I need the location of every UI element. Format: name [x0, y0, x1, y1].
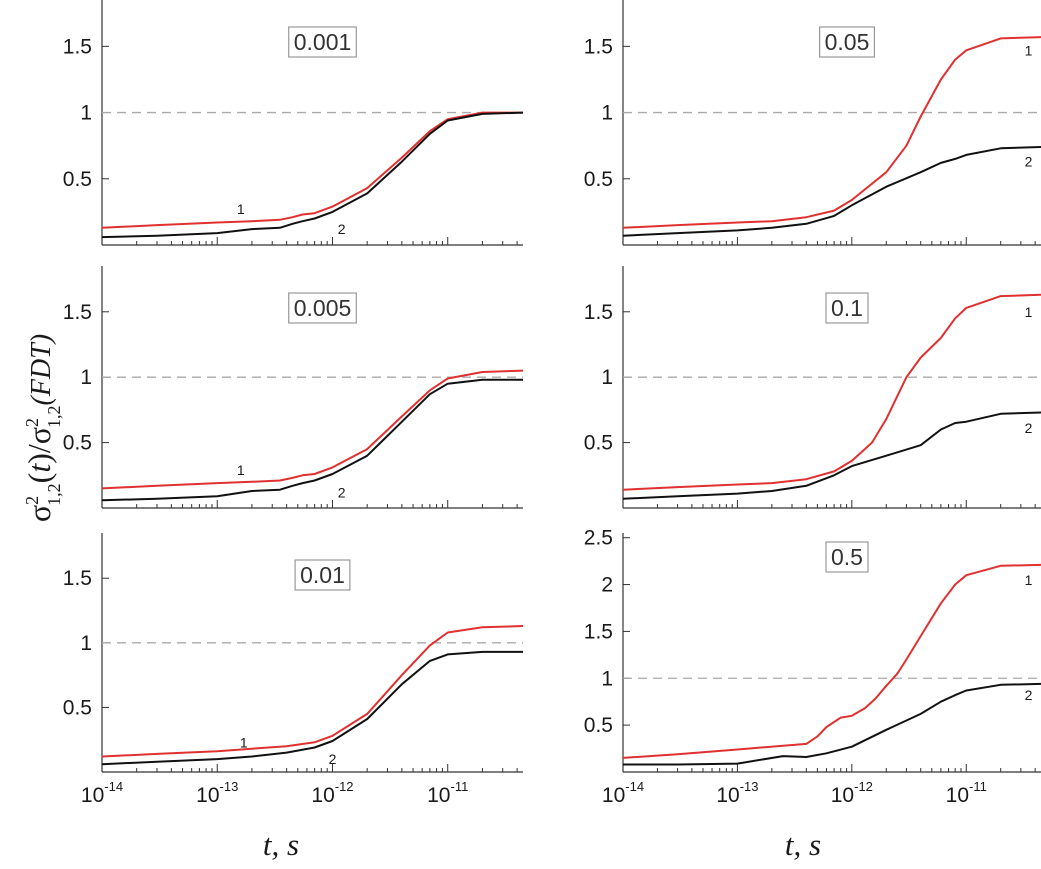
x-tick-label: 10-13	[716, 779, 758, 807]
curve-number-label: 2	[1025, 687, 1033, 703]
series-2-line	[101, 378, 523, 502]
panel-3: 0.5 1 1.5 10-14 10-13 10-12 10-11 1 2 0.01	[63, 533, 524, 807]
series-1-line	[101, 369, 524, 490]
parameter-value-label: 0.01	[300, 562, 345, 588]
curve-number-label: 2	[329, 751, 337, 767]
y-tick-label: 1	[601, 366, 613, 389]
x-tick-label: 10-14	[602, 779, 644, 807]
parameter-value-box	[294, 559, 351, 591]
curve-number-label: 1	[237, 201, 245, 217]
y-tick-label: 0.5	[63, 432, 92, 455]
x-tick-label: 10-12	[831, 779, 873, 807]
y-tick-label: 1.5	[584, 301, 613, 324]
y-tick-label: 1.5	[63, 35, 92, 58]
x-tick-label: 10-11	[427, 779, 468, 807]
curve-number-label: 1	[1025, 42, 1033, 58]
parameter-value-box	[288, 292, 357, 324]
series-1-line	[622, 293, 1041, 491]
y-tick-label: 1.5	[63, 301, 92, 324]
ylabel-fdt: (FDT)	[26, 334, 57, 406]
y-tick-label: 0.5	[584, 168, 613, 191]
curve-number-label: 2	[1025, 154, 1033, 170]
parameter-value-label: 0.001	[294, 29, 352, 55]
series-1-line	[101, 625, 524, 758]
panels-group: 0.5 1 1.5 1 2 0.001 0.5 1 1.5 1 2 0.005 0.5 1 1.5 10-14…	[63, 0, 1041, 807]
y-axis-title: σ2 1,2(t)/σ2 1,2(FDT)	[21, 334, 64, 522]
series-2-line	[622, 146, 1041, 237]
y-tick-label: 1	[601, 667, 613, 690]
ylabel-open: (	[21, 473, 57, 484]
curve-number-label: 1	[1025, 304, 1033, 320]
y-tick-label: 0.5	[584, 432, 613, 455]
parameter-value-box	[819, 26, 875, 58]
y-tick-label: 1.5	[63, 567, 92, 590]
y-tick-label: 2	[601, 574, 613, 597]
x-tick-label: 10-12	[311, 779, 353, 807]
panel-5: 0.5 1 1.5 1 2 0.1	[584, 266, 1041, 509]
y-tick-label: 1	[80, 102, 92, 125]
series-1-line	[101, 111, 523, 229]
x-axis-title-right: t, s	[785, 827, 821, 862]
parameter-value-box	[288, 26, 357, 58]
ylabel-sub2: 1,2	[44, 405, 64, 428]
x-tick-label: 10-14	[81, 779, 123, 807]
y-tick-label: 1	[80, 632, 92, 655]
panel-2: 0.5 1 1.5 1 2 0.005	[63, 266, 524, 509]
curve-number-label: 1	[240, 734, 248, 750]
ylabel-t: t	[21, 463, 57, 473]
ylabel-sigma2: σ	[21, 427, 57, 444]
curve-number-label: 1	[237, 462, 245, 478]
curve-number-label: 2	[1025, 420, 1033, 436]
parameter-value-label: 0.005	[294, 295, 352, 321]
series-1-line	[622, 36, 1041, 229]
ylabel-sup2: 2	[22, 418, 42, 427]
series-1-line	[622, 563, 1041, 759]
ylabel-sigma: σ	[21, 505, 57, 522]
parameter-value-box	[825, 292, 869, 324]
series-2-line	[101, 650, 523, 766]
series-2-line	[622, 411, 1041, 500]
ylabel-sup: 2	[22, 496, 42, 505]
y-tick-label: 1.5	[584, 35, 613, 58]
x-tick-label: 10-13	[196, 779, 238, 807]
parameter-value-label: 0.1	[831, 295, 863, 321]
ylabel-sub: 1,2	[44, 483, 64, 506]
y-tick-label: 2.5	[584, 527, 613, 550]
x-axis-title-left: t, s	[263, 827, 299, 862]
curve-number-label: 1	[1025, 572, 1033, 588]
curve-number-label: 2	[338, 221, 346, 237]
y-tick-label: 0.5	[584, 714, 613, 737]
series-2-line	[101, 111, 524, 239]
y-tick-label: 0.5	[63, 168, 92, 191]
parameter-value-label: 0.05	[825, 29, 870, 55]
parameter-value-box	[825, 541, 869, 573]
curve-number-label: 2	[338, 484, 346, 500]
y-tick-label: 1	[80, 366, 92, 389]
x-tick-label: 10-11	[946, 779, 987, 807]
ylabel-close: )/	[21, 444, 57, 464]
y-tick-label: 1	[601, 102, 613, 125]
y-tick-label: 0.5	[63, 696, 92, 719]
series-2-line	[623, 682, 1041, 766]
panel-6: 0.5 1 1.5 2 2.5 10-14 10-13 10-12 10-11 1 2 0.5	[584, 527, 1041, 807]
panel-4: 0.5 1 1.5 1 2 0.05	[584, 0, 1041, 246]
y-tick-label: 1.5	[584, 620, 613, 643]
panel-1: 0.5 1 1.5 1 2 0.001	[63, 0, 524, 246]
parameter-value-label: 0.5	[831, 544, 863, 570]
